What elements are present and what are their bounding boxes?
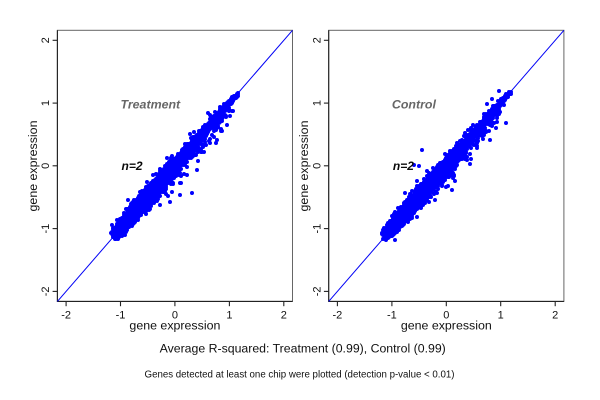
svg-text:Treatment: Treatment — [121, 97, 182, 111]
svg-text:2: 2 — [311, 37, 323, 43]
svg-text:-2: -2 — [333, 310, 343, 322]
svg-text:-2: -2 — [40, 287, 52, 297]
svg-text:Control: Control — [392, 97, 437, 111]
svg-text:2: 2 — [281, 310, 287, 322]
svg-text:-1: -1 — [40, 224, 52, 234]
svg-text:n=2: n=2 — [122, 159, 143, 173]
svg-text:-1: -1 — [387, 310, 397, 322]
svg-text:Average R-squared: Treatment (: Average R-squared: Treatment (0.99), Con… — [160, 342, 446, 356]
svg-text:gene expression: gene expression — [26, 120, 40, 211]
svg-text:0: 0 — [311, 163, 323, 169]
svg-text:-1: -1 — [311, 224, 323, 234]
svg-text:0: 0 — [40, 163, 52, 169]
svg-text:gene expression: gene expression — [401, 318, 492, 332]
svg-text:gene expression: gene expression — [297, 120, 311, 211]
svg-text:n=2: n=2 — [393, 159, 414, 173]
svg-text:2: 2 — [40, 37, 52, 43]
svg-text:-1: -1 — [116, 310, 126, 322]
svg-text:1: 1 — [498, 310, 504, 322]
svg-text:-2: -2 — [61, 310, 71, 322]
svg-text:0: 0 — [172, 310, 178, 322]
svg-text:Genes detected at least one ch: Genes detected at least one chip were pl… — [145, 369, 455, 380]
svg-text:gene expression: gene expression — [129, 318, 220, 332]
svg-text:1: 1 — [226, 310, 232, 322]
svg-text:0: 0 — [443, 310, 449, 322]
svg-text:2: 2 — [552, 310, 558, 322]
svg-text:1: 1 — [40, 100, 52, 106]
svg-text:1: 1 — [311, 100, 323, 106]
svg-text:-2: -2 — [311, 287, 323, 297]
